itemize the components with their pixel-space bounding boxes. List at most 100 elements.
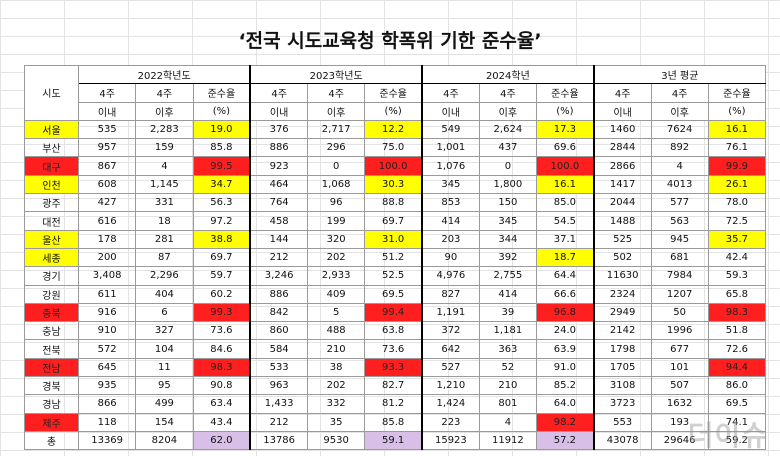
data-cell: 51.2: [364, 247, 423, 268]
sido-name-cell: 전남: [24, 357, 79, 378]
subheader-top: 4주: [650, 83, 709, 103]
data-cell: 63.9: [535, 339, 595, 359]
data-cell: 94.4: [707, 357, 767, 378]
subheader-bottom: (%): [707, 101, 767, 121]
data-cell: 488: [306, 321, 366, 341]
data-cell: 2949: [592, 302, 652, 323]
data-cell: 1,800: [478, 174, 538, 195]
data-cell: 100.0: [535, 156, 595, 176]
data-cell: 59.7: [192, 266, 251, 286]
data-cell: 642: [420, 339, 480, 359]
data-cell: 372: [420, 321, 480, 341]
data-cell: 1,191: [420, 302, 480, 323]
data-cell: 11912: [478, 430, 538, 451]
data-cell: 827: [420, 284, 480, 304]
data-cell: 525: [592, 229, 652, 249]
data-cell: 7984: [650, 266, 709, 286]
data-cell: 527: [420, 357, 480, 378]
data-cell: 64.4: [535, 266, 595, 286]
data-cell: 507: [650, 376, 709, 396]
data-cell: 69.6: [535, 138, 595, 158]
data-cell: 2,624: [478, 119, 538, 140]
data-cell: 91.0: [535, 357, 595, 378]
sido-name-cell: 울산: [24, 229, 79, 249]
data-cell: 98.3: [707, 302, 767, 323]
data-cell: 144: [249, 229, 309, 249]
data-cell: 608: [77, 174, 137, 195]
subheader-top: 4주: [249, 83, 309, 103]
data-cell: 18: [135, 211, 194, 231]
subheader-top: 4주: [420, 83, 480, 103]
data-cell: 7624: [650, 119, 709, 140]
data-cell: 2844: [592, 138, 652, 158]
subheader-top: 준수율: [192, 83, 251, 103]
table-row: 세종 200 87 69.7 212 202 51.2 90 392 18.7 502 681 42.4: [24, 247, 767, 268]
header-year-2023: 2023학년도: [249, 64, 423, 85]
data-cell: 866: [77, 394, 137, 414]
data-cell: 1207: [650, 284, 709, 304]
data-cell: 200: [77, 247, 137, 268]
subheader-bottom: 이내: [249, 101, 309, 121]
data-cell: 4: [135, 156, 194, 176]
data-cell: 69.7: [364, 211, 423, 231]
subheader-top: 4주: [135, 83, 194, 103]
data-cell: 867: [77, 156, 137, 176]
sido-name-cell: 서울: [24, 119, 79, 140]
data-cell: 11: [135, 357, 194, 378]
table-row: 서울 535 2,283 19.0 376 2,717 12.2 549 2,624 17.3 14…: [24, 119, 767, 140]
header-year-2022: 2022학년도: [78, 64, 251, 85]
data-cell: 572: [77, 339, 137, 359]
sido-name-cell: 경북: [24, 376, 79, 396]
data-cell: 100.0: [364, 156, 423, 176]
table-row: 부산 957 159 85.8 886 296 75.0 1,001 437 69.6 2844 89…: [24, 138, 767, 158]
data-cell: 681: [650, 247, 709, 268]
data-cell: 533: [249, 357, 309, 378]
data-cell: 801: [478, 394, 538, 414]
data-cell: 63.8: [364, 321, 423, 341]
table-row: 전북 572 104 84.6 584 210 73.6 642 363 63.9 1798 677 7…: [24, 339, 767, 359]
data-cell: 93.3: [364, 357, 423, 378]
table-row: 경기 3,408 2,296 59.7 3,246 2,933 52.5 4,976 2,755…: [24, 266, 767, 286]
data-cell: 17.3: [535, 119, 595, 140]
data-cell: 43078: [592, 430, 652, 451]
subheader-top: 4주: [478, 83, 538, 103]
data-cell: 414: [478, 284, 538, 304]
data-cell: 38: [306, 357, 366, 378]
data-cell: 84.6: [192, 339, 251, 359]
data-cell: 2,933: [306, 266, 366, 286]
data-cell: 1,076: [420, 156, 480, 176]
sido-name-cell: 부산: [24, 138, 79, 158]
data-cell: 210: [306, 339, 366, 359]
sido-name-cell: 경남: [24, 394, 79, 414]
sido-name-cell: 전북: [24, 339, 79, 359]
subheader-bottom: 이후: [306, 101, 366, 121]
total-row: 총 13369 8204 62.0 13786 9530 59.1 15923 11912 57.…: [24, 430, 767, 451]
data-cell: 549: [420, 119, 480, 140]
data-cell: 202: [306, 247, 366, 268]
data-cell: 81.2: [364, 394, 423, 414]
data-cell: 345: [420, 174, 480, 195]
data-cell: 2,755: [478, 266, 538, 286]
subheader-bottom: (%): [192, 101, 251, 121]
data-cell: 212: [249, 412, 309, 432]
subheader-bottom: (%): [535, 101, 595, 121]
data-cell: 59.2: [707, 430, 767, 451]
subheader-top: 4주: [592, 83, 652, 103]
data-cell: 437: [478, 138, 538, 158]
data-cell: 63.4: [192, 394, 251, 414]
data-cell: 499: [135, 394, 194, 414]
data-cell: 59.3: [707, 266, 767, 286]
data-cell: 502: [592, 247, 652, 268]
data-cell: 892: [650, 138, 709, 158]
subheader-top: 준수율: [707, 83, 767, 103]
data-cell: 72.5: [707, 211, 767, 231]
total-label: 총: [24, 430, 79, 451]
data-cell: 331: [135, 193, 194, 213]
data-cell: 414: [420, 211, 480, 231]
data-cell: 6: [135, 302, 194, 323]
data-cell: 35: [306, 412, 366, 432]
data-cell: 210: [478, 376, 538, 396]
data-cell: 99.3: [192, 302, 251, 323]
data-cell: 2044: [592, 193, 652, 213]
data-cell: 392: [478, 247, 538, 268]
